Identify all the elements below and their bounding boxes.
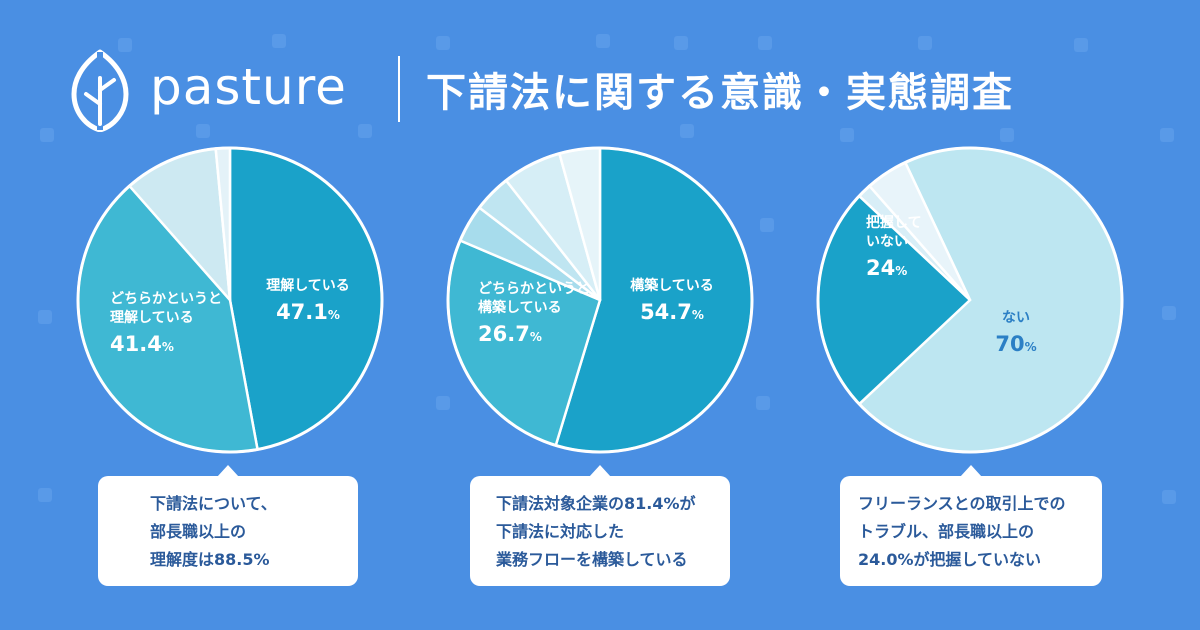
decor-icon: [680, 124, 694, 138]
callout-1-line: 下請法について、: [150, 494, 277, 513]
decor-icon: [918, 36, 932, 50]
pie-outline: [446, 146, 754, 454]
slice-value: 54.7%: [640, 300, 704, 324]
slice-label: 構築している: [630, 277, 714, 294]
slice-value: 26.7%: [478, 322, 542, 346]
decor-icon: [840, 128, 854, 142]
slice-label: どちらかというと: [110, 291, 222, 307]
decor-icon: [1000, 128, 1014, 142]
brand-name: pasture: [150, 58, 347, 116]
slice-label: 構築している: [478, 299, 562, 316]
slice-label: 把握して: [866, 214, 922, 231]
header: pasture 下請法に関する意識・実態調査: [70, 44, 1130, 132]
decor-icon: [196, 124, 210, 138]
decor-icon: [1162, 306, 1176, 320]
decor-icon: [1162, 490, 1176, 504]
callout-2-line: 業務フローを構築している: [496, 550, 688, 569]
decor-icon: [1074, 38, 1088, 52]
callout-2-line: 下請法対象企業の81.4%が: [496, 494, 696, 513]
callout-1-line: 部長職以上の: [150, 522, 247, 541]
decor-icon: [596, 34, 610, 48]
callout-2-line: 下請法に対応した: [496, 522, 625, 541]
decor-icon: [758, 36, 772, 50]
header-divider: [398, 56, 400, 122]
decor-icon: [358, 124, 372, 138]
slice-label: いない: [866, 234, 908, 250]
decor-icon: [1160, 128, 1174, 142]
decor-icon: [38, 310, 52, 324]
decor-icon: [760, 218, 774, 232]
decor-icon: [118, 38, 132, 52]
callout-2: 下請法対象企業の81.4%が 下請法に対応した 業務フローを構築している: [470, 465, 730, 586]
pie-outline: [816, 146, 1124, 454]
decor-icon: [436, 36, 450, 50]
callout-3: フリーランスとの取引上での トラブル、部長職以上の 24.0%が把握していない: [840, 465, 1102, 586]
decor-icon: [436, 396, 450, 410]
slice-label: どちらかというと: [478, 281, 590, 297]
decor-icon: [38, 488, 52, 502]
decor-icon: [272, 34, 286, 48]
callout-3-line: トラブル、部長職以上の: [858, 522, 1035, 541]
pie-slice: [228, 146, 384, 451]
slice-label: 理解している: [266, 277, 350, 294]
leaf-logo-icon: [71, 49, 129, 132]
page-title: 下請法に関する意識・実態調査: [426, 70, 1014, 116]
callout-1-line: 理解度は88.5%: [150, 550, 270, 569]
decor-icon: [674, 36, 688, 50]
slice-label: ない: [1002, 310, 1030, 326]
slice-value: 70%: [995, 332, 1036, 356]
slice-label: 理解している: [110, 309, 194, 326]
decor-icon: [40, 128, 54, 142]
callout-3-line: 24.0%が把握していない: [858, 550, 1042, 569]
pie-outline: [76, 146, 384, 454]
callout-3-line: フリーランスとの取引上での: [858, 494, 1066, 513]
callout-1: 下請法について、 部長職以上の 理解度は88.5%: [98, 465, 358, 586]
decor-icon: [756, 396, 770, 410]
